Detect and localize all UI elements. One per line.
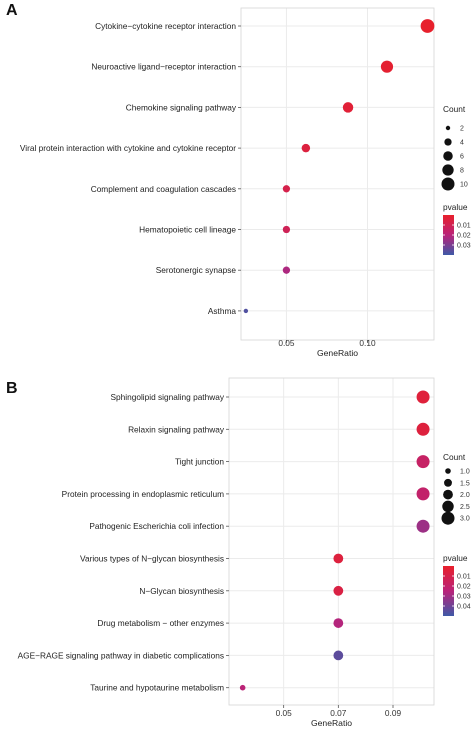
panel-b: B Sphingolipid signaling pathway Relaxin s… <box>6 377 471 728</box>
pvalue-colorbar <box>443 215 454 255</box>
data-point <box>243 308 249 314</box>
panel-letter: B <box>6 380 18 397</box>
panel-letter: A <box>6 2 18 19</box>
count-legend-dot <box>442 500 454 513</box>
plot-frame <box>228 377 435 706</box>
count-legend-dot <box>443 489 453 500</box>
count-legend-dot <box>445 125 451 131</box>
count-legend-dot <box>443 151 453 161</box>
data-point <box>282 185 291 193</box>
plot-frame <box>240 7 435 341</box>
data-point <box>416 519 430 533</box>
count-legend-label: 2.0 <box>460 492 470 499</box>
data-point <box>416 422 430 436</box>
category-label: Viral protein interaction with cytokine … <box>20 143 236 153</box>
category-label: Pathogenic Escherichia coli infection <box>89 521 224 531</box>
x-axis-title: GeneRatio <box>317 348 358 358</box>
data-point <box>380 60 394 73</box>
count-legend-dot <box>441 511 455 525</box>
data-point <box>416 487 430 501</box>
x-tick-label: 0.05 <box>276 708 293 718</box>
category-label: Tight junction <box>175 457 224 467</box>
category-label: Cytokine−cytokine receptor interaction <box>95 21 236 31</box>
category-label: Chemokine signaling pathway <box>126 102 237 112</box>
data-point <box>282 266 291 274</box>
x-tick-label: 0.10 <box>359 338 376 348</box>
category-label: Sphingolipid signaling pathway <box>111 392 225 402</box>
count-legend-title: Count <box>443 104 466 114</box>
count-legend-label: 2 <box>460 126 464 133</box>
count-legend-label: 1.5 <box>460 480 470 487</box>
count-legend-label: 8 <box>460 168 464 175</box>
colorbar-label: 0.02 <box>457 233 471 240</box>
x-tick-label: 0.09 <box>385 708 402 718</box>
category-label: Various types of N−glycan biosynthesis <box>80 554 224 564</box>
data-point <box>416 455 430 469</box>
category-label: Drug metabolism − other enzymes <box>97 618 224 628</box>
data-point <box>416 390 430 404</box>
colorbar-label: 0.01 <box>457 223 471 230</box>
data-point <box>342 102 354 113</box>
count-legend-dot <box>444 138 452 146</box>
count-legend-dot <box>442 164 454 176</box>
data-point <box>333 618 344 628</box>
category-label: Hematopoietic cell lineage <box>139 225 236 235</box>
colorbar-label: 0.02 <box>457 584 471 591</box>
data-point <box>333 650 344 661</box>
data-point <box>333 553 344 564</box>
category-label: Complement and coagulation cascades <box>91 184 236 194</box>
pvalue-legend-title: pvalue <box>443 553 468 563</box>
count-legend-title: Count <box>443 452 466 462</box>
category-label: Asthma <box>208 306 237 316</box>
category-label: Relaxin signaling pathway <box>128 424 225 434</box>
colorbar-label: 0.01 <box>457 574 471 581</box>
data-point <box>282 225 291 234</box>
count-legend-label: 3.0 <box>460 516 470 523</box>
data-point <box>239 684 246 691</box>
count-legend-label: 6 <box>460 154 464 161</box>
count-legend-dot <box>444 478 452 487</box>
count-legend-label: 1.0 <box>460 469 470 476</box>
panel-a: A Cytokine−cytokine receptor interaction N… <box>6 2 471 358</box>
count-legend-label: 2.5 <box>460 504 470 511</box>
x-tick-label: 0.07 <box>330 708 347 718</box>
count-legend-dot <box>445 468 451 474</box>
count-legend-dot <box>441 177 455 191</box>
pvalue-colorbar <box>443 566 454 616</box>
category-label: AGE−RAGE signaling pathway in diabetic c… <box>18 650 224 660</box>
category-label: Serotonergic synapse <box>156 265 237 275</box>
data-point <box>333 585 344 596</box>
category-label: Taurine and hypotaurine metabolism <box>90 683 224 693</box>
x-axis-title: GeneRatio <box>311 718 352 728</box>
x-tick-label: 0.05 <box>278 338 295 348</box>
count-legend-label: 4 <box>460 140 464 147</box>
colorbar-label: 0.03 <box>457 243 471 250</box>
count-legend-label: 10 <box>460 182 468 189</box>
category-label: Protein processing in endoplasmic reticu… <box>62 489 224 499</box>
category-label: Neuroactive ligand−receptor interaction <box>91 62 236 72</box>
colorbar-label: 0.04 <box>457 604 471 611</box>
pvalue-legend-title: pvalue <box>443 202 468 212</box>
data-point <box>420 19 435 33</box>
colorbar-label: 0.03 <box>457 594 471 601</box>
data-point <box>301 143 311 153</box>
category-label: N−Glycan biosynthesis <box>139 586 224 596</box>
